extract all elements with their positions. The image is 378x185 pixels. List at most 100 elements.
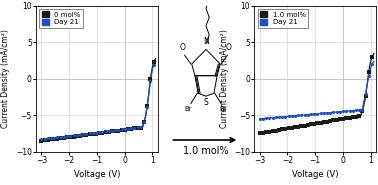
Point (135, 127, 141, 130)
Point (45, 138, 51, 141)
Point (42, 137, 48, 140)
Point (292, 126, 298, 129)
Point (324, 111, 330, 114)
Point (80, 134, 86, 137)
Point (141, 120, 147, 123)
Point (132, 127, 138, 130)
Point (96, 131, 102, 134)
Point (74, 135, 80, 138)
Point (106, 130, 112, 133)
Point (289, 115, 295, 117)
Point (93, 132, 99, 135)
Point (343, 110, 349, 113)
Point (64, 136, 70, 139)
Text: N: N (203, 38, 209, 46)
Point (276, 129, 282, 132)
Point (298, 114, 304, 117)
Point (83, 132, 89, 135)
Legend: 1.0 mol%, Day 21: 1.0 mol%, Day 21 (258, 9, 308, 28)
Point (311, 122, 317, 125)
Point (150, 61, 156, 64)
Point (321, 121, 327, 124)
Point (109, 130, 115, 133)
Point (302, 113, 308, 116)
Point (334, 111, 340, 114)
Point (138, 126, 144, 129)
X-axis label: Voltage (V): Voltage (V) (74, 170, 120, 179)
Point (318, 112, 324, 115)
Point (321, 112, 327, 115)
Point (279, 128, 285, 131)
Point (112, 129, 118, 132)
Point (58, 137, 64, 140)
Point (273, 116, 279, 119)
Point (270, 116, 276, 119)
Point (115, 128, 121, 131)
Point (359, 108, 366, 111)
Point (132, 126, 138, 129)
Text: O: O (180, 43, 186, 52)
Point (273, 129, 279, 132)
Point (109, 129, 115, 132)
Point (128, 127, 134, 130)
Point (305, 124, 311, 127)
Point (39, 138, 45, 141)
Point (257, 117, 263, 120)
Point (48, 138, 54, 141)
Point (48, 137, 54, 139)
Point (147, 80, 153, 83)
Point (61, 136, 67, 139)
Text: 1.0 mol%: 1.0 mol% (183, 146, 229, 156)
Point (102, 130, 108, 133)
Point (42, 139, 48, 142)
Y-axis label: Current Density (mA/cm²): Current Density (mA/cm²) (1, 29, 10, 128)
Point (260, 131, 266, 134)
Point (96, 132, 102, 135)
Point (327, 111, 333, 114)
Point (298, 125, 304, 128)
Point (135, 126, 141, 129)
Text: Br: Br (220, 106, 227, 112)
Point (286, 115, 292, 118)
Point (141, 120, 147, 123)
Point (292, 114, 298, 117)
Point (359, 109, 366, 112)
Point (128, 127, 134, 130)
Point (347, 110, 353, 112)
Point (356, 109, 362, 112)
Point (54, 137, 60, 140)
Point (314, 112, 321, 115)
Point (257, 132, 263, 135)
Point (308, 123, 314, 126)
Point (106, 130, 112, 132)
Point (282, 127, 288, 130)
Point (334, 118, 340, 121)
Point (112, 130, 118, 132)
Point (266, 117, 273, 120)
Y-axis label: Current Density (mA/cm²): Current Density (mA/cm²) (220, 29, 229, 128)
Point (61, 135, 67, 138)
Point (77, 134, 83, 137)
Point (270, 130, 276, 133)
Point (369, 63, 375, 66)
Point (45, 137, 51, 140)
Point (90, 132, 96, 134)
Point (353, 109, 359, 112)
Point (366, 75, 372, 78)
Point (67, 135, 73, 138)
Point (74, 133, 80, 136)
Point (93, 131, 99, 134)
Point (289, 126, 295, 129)
Legend: 0 mol%, Day 21: 0 mol%, Day 21 (39, 9, 83, 28)
Point (324, 120, 330, 123)
Text: Br: Br (185, 106, 192, 112)
Point (347, 116, 353, 119)
Point (305, 113, 311, 116)
Point (119, 129, 125, 132)
Point (276, 116, 282, 119)
Point (327, 120, 333, 122)
Point (77, 133, 83, 136)
Point (318, 121, 324, 124)
Point (295, 114, 301, 117)
Point (125, 127, 131, 130)
